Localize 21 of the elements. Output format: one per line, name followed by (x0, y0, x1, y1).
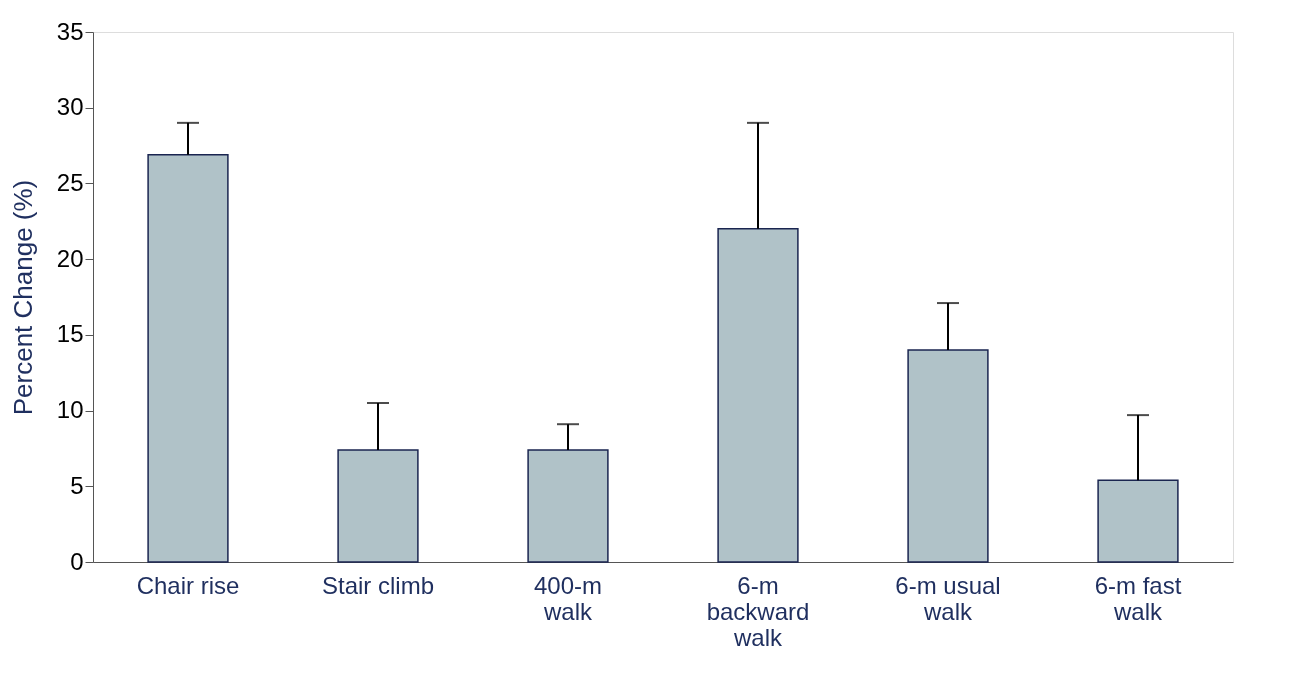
y-tick-label: 5 (70, 471, 84, 499)
x-tick-label: Chair rise (136, 571, 240, 599)
x-tick-label: 6-m backward walk (706, 571, 810, 651)
bar (907, 349, 989, 563)
y-tick-label: 30 (56, 93, 84, 121)
y-tick-label: 35 (56, 17, 84, 45)
bar (527, 449, 609, 563)
x-tick-label: 6-m fast walk (1094, 571, 1182, 625)
x-tick-label: Stair climb (321, 571, 435, 599)
bar (1097, 479, 1179, 563)
y-tick-label: 0 (70, 547, 84, 575)
y-tick-label: 20 (56, 244, 84, 272)
x-tick-label: 6-m usual walk (895, 571, 1001, 625)
bar (717, 228, 799, 563)
y-axis-title: Percent Change (%) (7, 179, 38, 416)
x-tick-label: 400-m walk (533, 571, 603, 625)
y-tick-label: 10 (56, 396, 84, 424)
y-tick-label: 15 (56, 320, 84, 348)
bar (147, 153, 229, 563)
y-tick-label: 25 (56, 168, 84, 196)
bar (337, 449, 419, 563)
